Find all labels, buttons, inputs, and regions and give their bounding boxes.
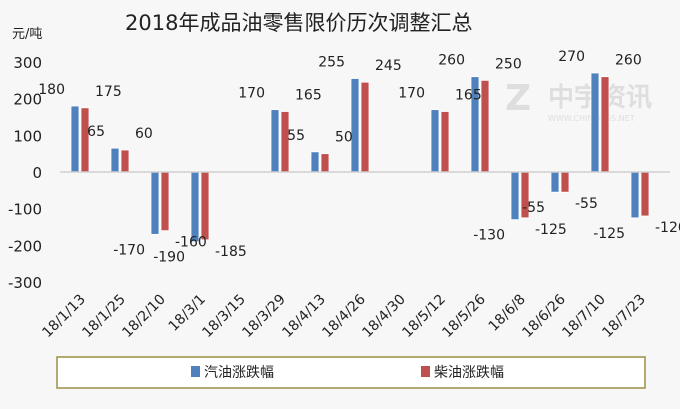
x-tick-label: 18/7/23 bbox=[599, 292, 648, 341]
data-label: 270 bbox=[558, 49, 585, 65]
x-tick-label: 18/7/10 bbox=[559, 292, 608, 341]
y-tick-label: 100 bbox=[13, 127, 42, 145]
bar-diesel bbox=[320, 153, 330, 173]
data-label: -120 bbox=[655, 220, 680, 236]
legend-label-gasoline: 汽油涨跌幅 bbox=[204, 365, 274, 381]
legend-box bbox=[56, 356, 646, 389]
bars bbox=[70, 72, 650, 243]
x-axis: 18/1/1318/1/2518/2/1018/3/118/3/1518/3/2… bbox=[39, 291, 648, 341]
bar-diesel bbox=[480, 79, 490, 173]
y-tick-label: -100 bbox=[8, 201, 42, 219]
x-tick-label: 18/4/30 bbox=[359, 292, 408, 341]
data-label: 260 bbox=[615, 53, 642, 69]
data-label: 50 bbox=[335, 130, 353, 146]
x-tick-label: 18/5/12 bbox=[399, 292, 448, 341]
bar-diesel bbox=[120, 149, 130, 173]
x-tick-label: 18/4/13 bbox=[279, 292, 328, 341]
data-labels: 180 175 65 60 -170 -160-190 -185 170 165 55 50 255 2… bbox=[38, 49, 680, 266]
data-label: 180 bbox=[38, 82, 65, 98]
data-label: -160 bbox=[175, 235, 207, 251]
bar-gasoline bbox=[630, 171, 640, 219]
x-tick-label: 18/6/26 bbox=[519, 291, 569, 341]
x-tick-label: 18/1/25 bbox=[79, 292, 128, 341]
x-tick-label: 18/4/26 bbox=[319, 291, 369, 341]
x-tick-label: 18/2/10 bbox=[119, 292, 168, 341]
legend-label-diesel: 柴油涨跌幅 bbox=[434, 365, 504, 381]
bar-diesel bbox=[200, 171, 210, 241]
data-label: 65 bbox=[87, 124, 105, 140]
bar-gasoline bbox=[430, 109, 440, 173]
bar-gasoline bbox=[310, 151, 320, 173]
data-label: -125 bbox=[535, 222, 567, 238]
data-label: -170 bbox=[113, 242, 145, 258]
bar-diesel bbox=[360, 81, 370, 173]
data-label: -55 bbox=[522, 200, 545, 216]
y-tick-label: 200 bbox=[13, 91, 42, 109]
y-axis-unit-label: 元/吨 bbox=[12, 27, 42, 42]
legend: 汽油涨跌幅 柴油涨跌幅 bbox=[56, 356, 646, 389]
y-tick-label: -200 bbox=[8, 237, 42, 255]
data-label: 60 bbox=[135, 126, 153, 142]
x-tick-label: 18/5/26 bbox=[439, 291, 489, 341]
bar-gasoline bbox=[590, 72, 600, 173]
data-label: 165 bbox=[455, 88, 482, 104]
bar-gasoline bbox=[270, 109, 280, 173]
data-label: -190 bbox=[153, 250, 185, 266]
bar-diesel bbox=[600, 76, 610, 173]
data-label: -55 bbox=[575, 196, 598, 212]
y-axis: 300 200 100 0 -100 -200 -300 bbox=[8, 54, 42, 292]
bar-gasoline bbox=[510, 171, 520, 221]
y-tick-label: 0 bbox=[32, 164, 42, 182]
chart-title: 2018年成品油零售限价历次调整汇总 bbox=[125, 11, 472, 35]
watermark: Z 中宇资讯 WWW.CHINAGGS.NET bbox=[505, 78, 652, 123]
data-label: -125 bbox=[593, 226, 625, 242]
data-label: 165 bbox=[295, 88, 322, 104]
data-label: 260 bbox=[438, 53, 465, 69]
legend-swatch-gasoline bbox=[191, 366, 200, 377]
bar-diesel bbox=[640, 171, 650, 217]
bar-gasoline bbox=[150, 171, 160, 235]
bar-gasoline bbox=[550, 171, 560, 193]
bar-gasoline bbox=[350, 78, 360, 173]
data-label: 170 bbox=[238, 86, 265, 102]
x-tick-label: 18/1/13 bbox=[39, 292, 88, 341]
y-tick-label: 300 bbox=[13, 54, 42, 72]
watermark-logo-mark: Z bbox=[505, 78, 531, 119]
watermark-text: 中宇资讯 bbox=[548, 83, 652, 113]
data-label: 245 bbox=[375, 58, 402, 74]
data-label: -130 bbox=[473, 228, 505, 244]
y-tick-label: -300 bbox=[8, 274, 42, 292]
data-label: 175 bbox=[95, 84, 122, 100]
legend-swatch-diesel bbox=[421, 366, 430, 377]
data-label: 170 bbox=[398, 86, 425, 102]
data-label: 250 bbox=[495, 56, 522, 72]
data-label: -185 bbox=[215, 244, 247, 260]
x-tick-label: 18/3/15 bbox=[199, 292, 248, 341]
bar-diesel bbox=[560, 171, 570, 193]
bar-gasoline bbox=[190, 171, 200, 243]
data-label: 255 bbox=[318, 55, 345, 71]
bar-diesel bbox=[440, 111, 450, 173]
bar-gasoline bbox=[70, 105, 80, 173]
bar-gasoline bbox=[110, 147, 120, 173]
bar-diesel bbox=[160, 171, 170, 232]
data-label: 55 bbox=[287, 128, 305, 144]
x-tick-label: 18/3/29 bbox=[239, 292, 288, 341]
